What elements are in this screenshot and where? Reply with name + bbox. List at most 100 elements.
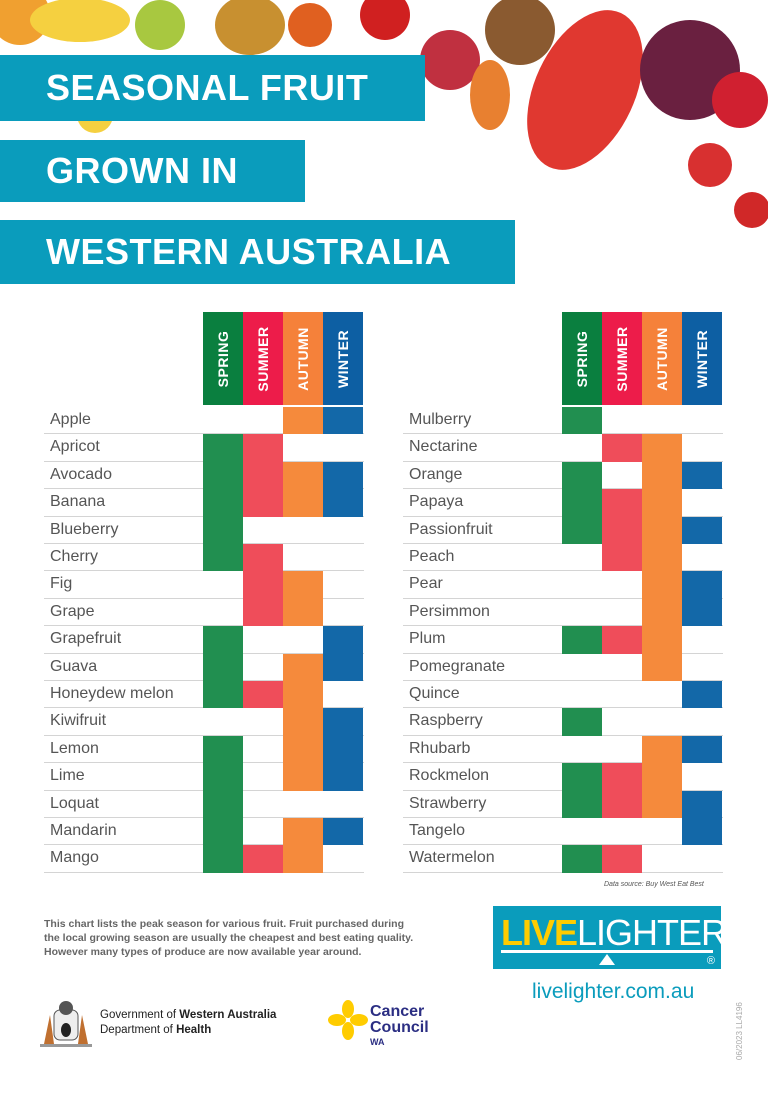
season-cell-autumn [642,763,682,791]
season-cell-spring [203,681,243,709]
fruit-name: Grape [50,602,95,620]
table-row: Nectarine [403,434,723,462]
table-row: Tangelo [403,818,723,846]
season-header-label: WINTER [694,329,710,388]
season-header-label: AUTUMN [654,326,670,391]
season-cell-spring [562,516,602,544]
fruit-name: Papaya [409,493,464,511]
cancer-council-logo: Cancer Council WA [370,1004,429,1048]
fruit-name: Raspberry [409,712,483,730]
season-cell-spring [203,653,243,681]
season-cell-autumn [642,735,682,764]
table-row: Plum [403,626,723,654]
season-cell-autumn [283,763,323,791]
season-cell-autumn [283,489,323,517]
table-row: Mango [44,845,364,873]
season-cell-spring [562,763,602,791]
season-cell-summer [243,434,283,462]
season-cell-autumn [283,818,323,846]
logo-live: LIVE [501,912,578,953]
gov-text-bold: Western Australia [179,1009,277,1021]
season-header-label: SUMMER [614,325,630,392]
fruit-name: Mulberry [409,411,472,428]
fruit-name: Quince [409,685,460,702]
fruit-name: Honeydew melon [50,685,174,702]
season-cell-winter [323,735,363,764]
gov-text: Department of [100,1024,177,1036]
table-row: Lime [44,763,364,791]
fruit-name: Avocado [50,465,112,483]
fruit-name: Fig [50,575,73,593]
season-cell-spring [562,461,602,490]
season-cell-summer [602,434,642,462]
season-cell-summer [602,626,642,654]
seesaw-bar [501,950,713,953]
table-row: Guava [44,653,364,681]
season-cell-spring [203,461,243,490]
season-cell-autumn [642,461,682,490]
season-cell-spring [562,845,602,873]
gov-text: Government of [100,1009,180,1021]
season-cell-spring [562,489,602,517]
season-cell-winter [682,818,722,846]
season-cell-winter [323,708,363,736]
fruit-name: Tangelo [409,822,466,839]
table-row: Grape [44,598,364,627]
fruit-name: Mango [50,849,99,867]
season-header-spring: SPRING [562,312,602,405]
season-cell-spring [203,516,243,544]
table-row: Grapefruit [44,626,364,654]
cc-text: Council [370,1019,429,1036]
livelighter-url[interactable]: livelighter.com.au [532,980,695,1003]
table-row: Apple [44,407,364,435]
livelighter-logo: LIVELIGHTER ® [493,906,727,969]
season-cell-summer [243,544,283,572]
season-cell-winter [323,626,363,654]
season-cell-winter [682,461,722,490]
season-cell-autumn [283,571,323,599]
season-header-winter: WINTER [682,312,722,405]
season-cell-autumn [642,598,682,627]
table-row: Orange [403,461,723,490]
fruit-name: Guava [50,657,98,675]
fruit-name: Loquat [50,794,99,812]
season-cell-autumn [642,571,682,599]
season-cell-winter [682,598,722,627]
fruit-name: Pomegranate [409,657,506,675]
season-header-label: WINTER [335,329,351,388]
table-row: Loquat [44,790,364,818]
table-row: Strawberry [403,790,723,818]
season-cell-summer [602,544,642,572]
season-cell-summer [243,571,283,599]
season-cell-winter [682,735,722,764]
fruit-name: Grapefruit [50,630,122,648]
season-cell-spring [203,818,243,846]
table-row: Watermelon [403,845,723,873]
season-cell-summer [602,516,642,544]
title-line-1: SEASONAL FRUIT [0,55,425,121]
fruit-name: Banana [50,493,106,511]
season-cell-winter [323,763,363,791]
season-cell-autumn [642,544,682,572]
season-cell-summer [243,489,283,517]
note-line: However many types of produce are now av… [44,946,362,958]
season-header-label: AUTUMN [295,326,311,391]
season-header-label: SPRING [574,330,590,387]
season-cell-spring [203,544,243,572]
season-cell-summer [243,461,283,490]
government-wa-health-logo: Government of Western Australia Departme… [100,1008,276,1038]
season-cell-autumn [642,516,682,544]
season-cell-summer [602,763,642,791]
table-row: Avocado [44,461,364,490]
cc-text: Cancer [370,1003,425,1020]
fruit-name: Nectarine [409,438,478,456]
season-cell-spring [203,434,243,462]
season-header-autumn: AUTUMN [283,312,323,405]
fruit-name: Plum [409,630,446,648]
table-row: Banana [44,489,364,517]
season-header-summer: SUMMER [602,312,642,405]
season-cell-winter [682,681,722,709]
table-row: Raspberry [403,708,723,736]
season-cell-autumn [283,735,323,764]
